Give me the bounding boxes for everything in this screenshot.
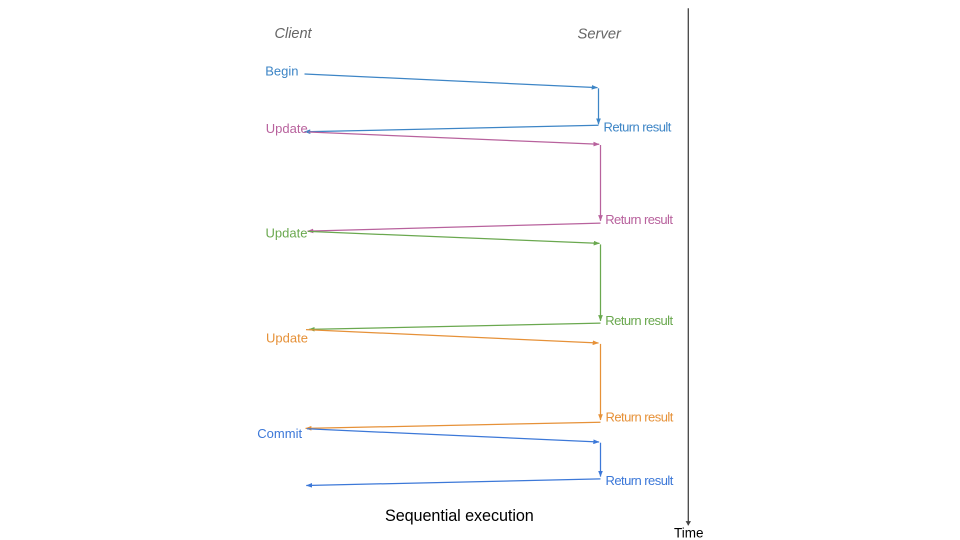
svg-text:Update: Update — [266, 225, 308, 240]
svg-text:Server: Server — [578, 26, 623, 42]
svg-text:Commit: Commit — [257, 426, 302, 441]
svg-text:Client: Client — [275, 26, 313, 42]
svg-text:Return result: Return result — [605, 313, 673, 328]
svg-text:Time: Time — [674, 526, 704, 540]
svg-text:Sequential execution: Sequential execution — [385, 507, 534, 525]
svg-text:Update: Update — [266, 121, 308, 136]
svg-text:Begin: Begin — [265, 63, 298, 78]
svg-text:Return result: Return result — [605, 212, 673, 227]
svg-text:Return result: Return result — [606, 473, 674, 488]
svg-text:Return result: Return result — [606, 410, 674, 425]
svg-text:Update: Update — [266, 330, 308, 345]
svg-text:Return result: Return result — [604, 119, 672, 134]
